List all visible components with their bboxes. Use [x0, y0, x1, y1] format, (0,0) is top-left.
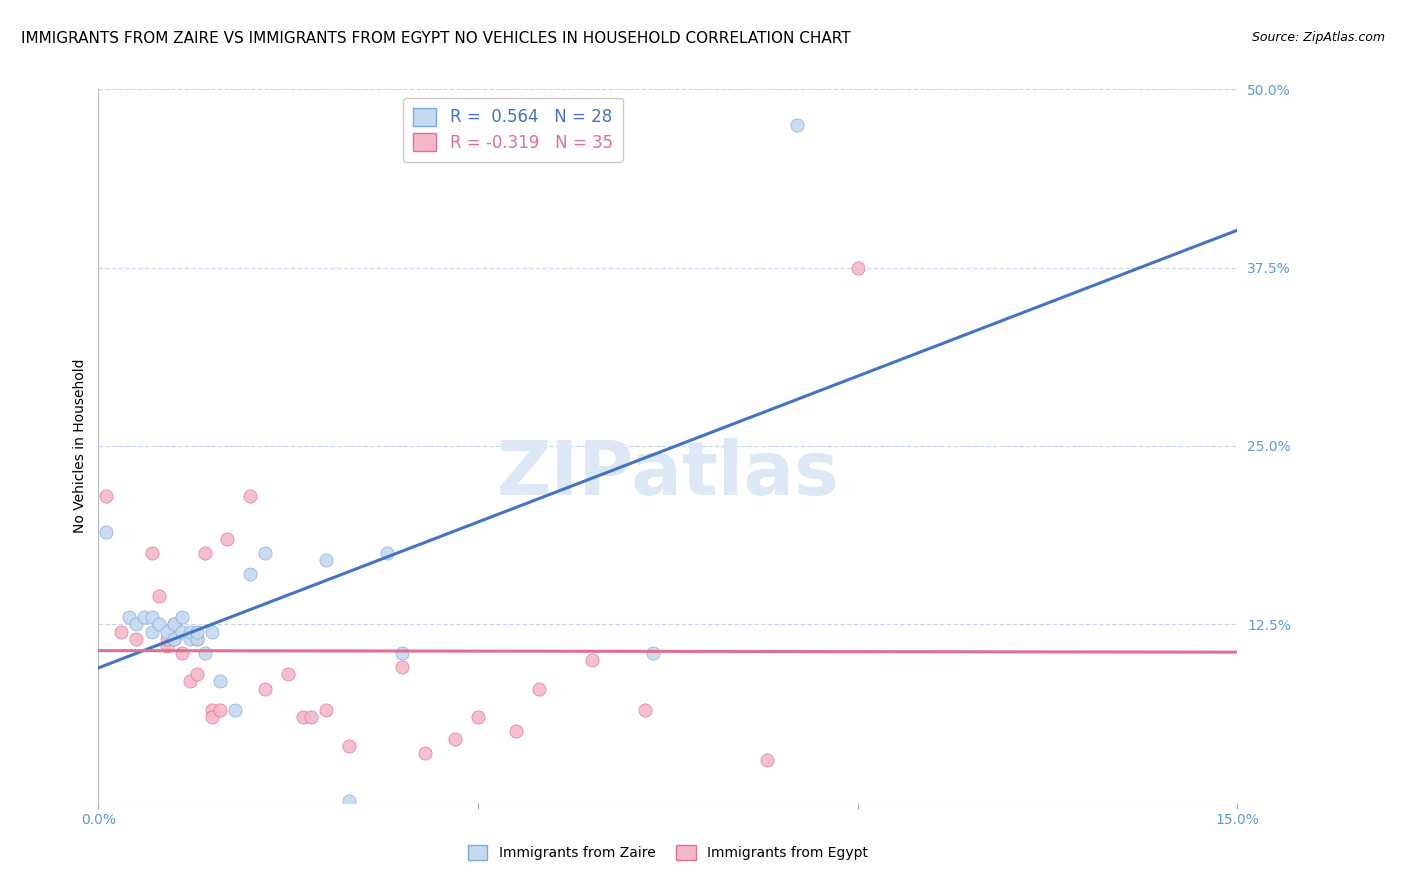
Point: [634, 703, 657, 717]
Point: [201, 710, 224, 724]
Point: [156, 632, 179, 646]
Point: [118, 610, 141, 624]
Point: [110, 624, 132, 639]
Point: [641, 646, 664, 660]
Point: [186, 624, 208, 639]
Point: [179, 624, 201, 639]
Text: Source: ZipAtlas.com: Source: ZipAtlas.com: [1251, 31, 1385, 45]
Point: [179, 674, 201, 689]
Point: [132, 610, 155, 624]
Point: [186, 632, 208, 646]
Point: [277, 667, 299, 681]
Point: [239, 489, 262, 503]
Point: [163, 632, 186, 646]
Point: [125, 632, 148, 646]
Point: [846, 260, 869, 275]
Point: [217, 532, 239, 546]
Point: [413, 746, 436, 760]
Point: [755, 753, 778, 767]
Y-axis label: No Vehicles in Household: No Vehicles in Household: [73, 359, 87, 533]
Point: [224, 703, 246, 717]
Point: [581, 653, 603, 667]
Point: [156, 639, 179, 653]
Point: [141, 624, 163, 639]
Point: [375, 546, 398, 560]
Point: [391, 646, 413, 660]
Point: [94, 489, 117, 503]
Text: ZIPatlas: ZIPatlas: [496, 438, 839, 511]
Point: [254, 681, 277, 696]
Point: [186, 632, 208, 646]
Point: [186, 667, 208, 681]
Point: [239, 567, 262, 582]
Point: [299, 710, 322, 724]
Point: [148, 589, 170, 603]
Point: [391, 660, 413, 674]
Point: [315, 553, 337, 567]
Point: [163, 617, 186, 632]
Point: [505, 724, 527, 739]
Point: [208, 674, 231, 689]
Point: [148, 617, 170, 632]
Point: [194, 546, 217, 560]
Point: [141, 546, 163, 560]
Point: [156, 624, 179, 639]
Point: [208, 703, 231, 717]
Point: [179, 632, 201, 646]
Point: [337, 739, 360, 753]
Point: [170, 646, 193, 660]
Point: [170, 624, 193, 639]
Point: [467, 710, 489, 724]
Text: IMMIGRANTS FROM ZAIRE VS IMMIGRANTS FROM EGYPT NO VEHICLES IN HOUSEHOLD CORRELAT: IMMIGRANTS FROM ZAIRE VS IMMIGRANTS FROM…: [21, 31, 851, 46]
Point: [337, 794, 360, 808]
Point: [163, 617, 186, 632]
Point: [201, 703, 224, 717]
Legend: Immigrants from Zaire, Immigrants from Egypt: Immigrants from Zaire, Immigrants from E…: [461, 838, 875, 867]
Point: [170, 610, 193, 624]
Point: [201, 624, 224, 639]
Point: [94, 524, 117, 539]
Point: [141, 610, 163, 624]
Point: [444, 731, 467, 746]
Point: [254, 546, 277, 560]
Point: [125, 617, 148, 632]
Point: [527, 681, 550, 696]
Point: [163, 632, 186, 646]
Point: [292, 710, 315, 724]
Point: [786, 118, 808, 132]
Point: [315, 703, 337, 717]
Point: [194, 646, 217, 660]
